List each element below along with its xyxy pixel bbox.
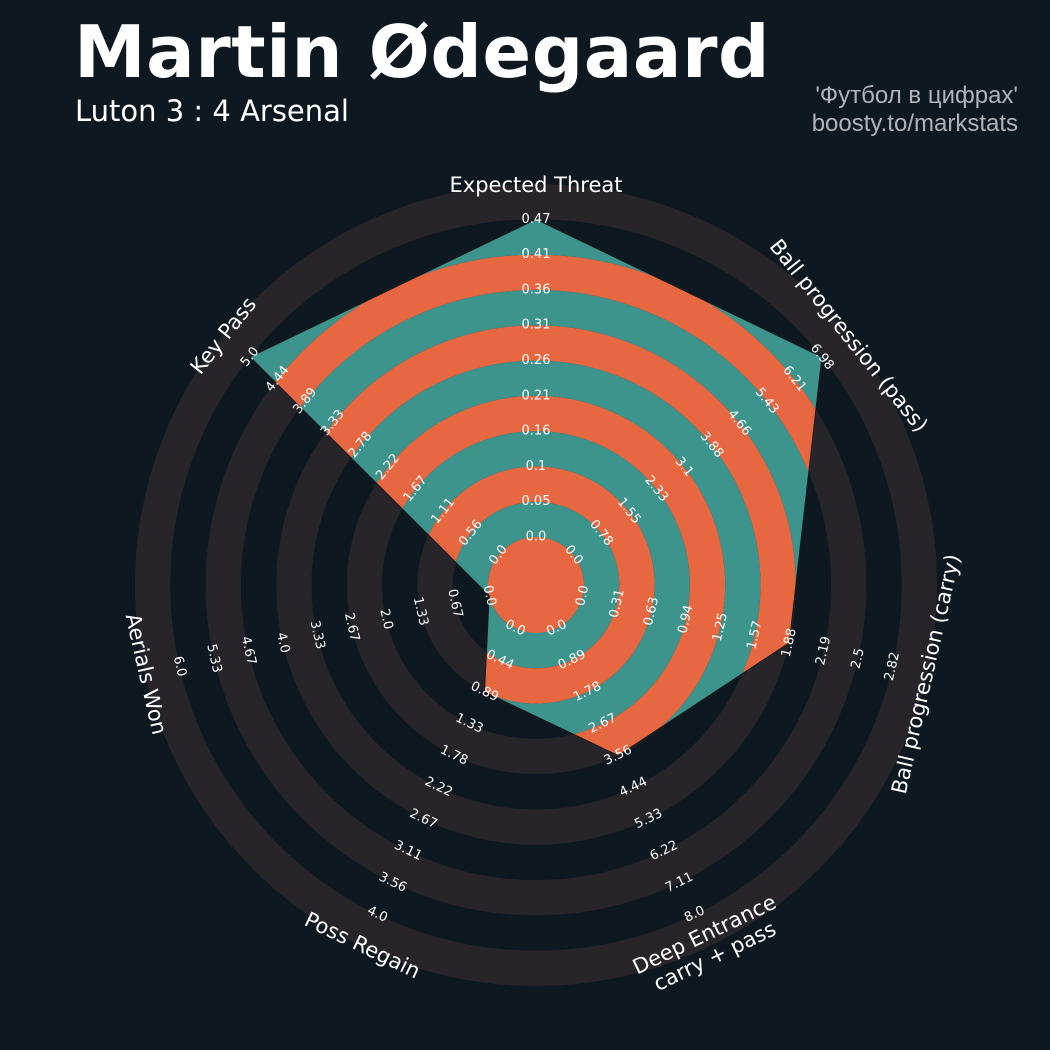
tick-label: 0.63 — [641, 596, 662, 628]
tick-label: 1.57 — [744, 619, 765, 651]
credit-block: 'Футбол в цифрах' boosty.to/markstats — [812, 82, 1018, 138]
tick-label: 0.94 — [675, 603, 696, 635]
tick-label: 2.67 — [341, 611, 362, 643]
tick-label: 0.47 — [522, 212, 551, 227]
tick-label: 1.25 — [710, 611, 731, 643]
value-ring — [311, 360, 761, 810]
value-ring — [276, 325, 796, 845]
tick-label: 2.82 — [882, 651, 903, 683]
tick-label: 0.05 — [522, 494, 551, 509]
value-ring — [170, 219, 902, 951]
value-ring — [382, 431, 690, 739]
value-ring — [417, 466, 655, 704]
tick-label: 0.0 — [526, 530, 547, 545]
tick-label: 0.0 — [480, 584, 499, 608]
tick-label: 0.0 — [573, 584, 592, 608]
tick-label: 0.16 — [522, 424, 551, 439]
tick-label: 5.33 — [203, 643, 224, 675]
value-ring — [346, 395, 726, 775]
value-ring — [452, 501, 620, 669]
tick-label: 0.31 — [607, 588, 628, 620]
match-subtitle: Luton 3 : 4 Arsenal — [75, 94, 349, 128]
value-polygon-outline — [249, 218, 823, 757]
tick-label: 3.33 — [307, 619, 328, 651]
tick-label: 0.67 — [444, 588, 465, 620]
player-name: Martin Ødegaard — [74, 10, 770, 94]
credit-line-2: boosty.to/markstats — [811, 110, 1018, 137]
credit-line-1: 'Футбол в цифрах' — [815, 82, 1018, 109]
tick-label: 0.36 — [522, 282, 551, 297]
tick-label: 0.26 — [522, 353, 551, 368]
value-ring — [205, 254, 867, 916]
tick-label: 2.0 — [376, 607, 395, 631]
tick-label: 1.33 — [410, 596, 431, 628]
tick-label: 1.88 — [779, 627, 800, 659]
value-ring — [163, 212, 909, 958]
center-disc — [488, 537, 584, 633]
tick-label: 0.31 — [522, 318, 551, 333]
tick-label: 4.67 — [238, 635, 259, 667]
tick-label: 4.0 — [273, 631, 292, 655]
tick-label: 0.1 — [526, 459, 547, 474]
tick-label: 2.5 — [848, 647, 867, 671]
tick-label: 6.0 — [170, 655, 189, 679]
tick-label: 0.41 — [522, 247, 551, 262]
value-rings — [163, 212, 909, 958]
background-ring — [134, 183, 938, 987]
param-label: Expected Threat — [450, 173, 623, 197]
value-ring — [240, 289, 832, 881]
tick-label: 2.19 — [813, 635, 834, 667]
tick-label: 0.21 — [522, 388, 551, 403]
